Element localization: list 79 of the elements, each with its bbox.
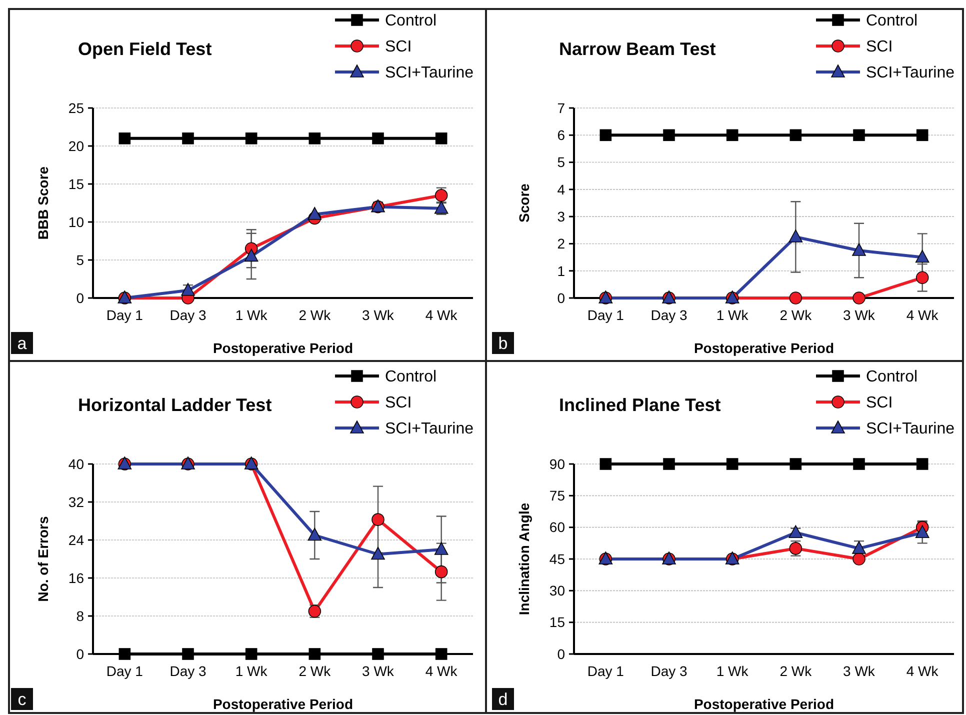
- y-tick-label: 8: [76, 608, 84, 624]
- chart-title: Horizontal Ladder Test: [78, 395, 272, 415]
- x-tick-label: 4 Wk: [906, 307, 940, 323]
- x-tick-label: Day 3: [650, 663, 688, 679]
- y-tick-label: 30: [549, 582, 566, 599]
- chart-title: Open Field Test: [78, 39, 212, 59]
- y-tick-label: 3: [557, 208, 566, 224]
- x-tick-label: 3 Wk: [843, 663, 876, 679]
- chart-title: Narrow Beam Test: [559, 39, 716, 59]
- x-tick-label: Day 3: [650, 307, 688, 323]
- legend-label: SCI: [866, 38, 893, 56]
- y-axis-title: BBB Score: [35, 166, 51, 240]
- x-tick-label: 1 Wk: [716, 307, 750, 323]
- y-tick-label: 24: [68, 532, 84, 548]
- x-tick-label: 2 Wk: [780, 663, 813, 679]
- x-tick-label: 4 Wk: [425, 307, 458, 323]
- x-tick-label: 1 Wk: [235, 663, 268, 679]
- x-tick-label: 2 Wk: [780, 307, 813, 323]
- legend-label: SCI: [385, 394, 412, 412]
- y-tick-label: 40: [68, 456, 84, 472]
- chart-title: Inclined Plane Test: [559, 395, 721, 415]
- legend-label: SCI: [866, 394, 893, 412]
- legend-label: SCI+Taurine: [866, 64, 955, 82]
- x-tick-label: 1 Wk: [235, 307, 268, 323]
- y-tick-label: 10: [68, 214, 84, 230]
- x-axis-title: Postoperative Period: [212, 696, 354, 712]
- y-tick-label: 25: [68, 100, 84, 116]
- x-axis-title: Postoperative Period: [694, 696, 834, 712]
- x-tick-label: Day 1: [587, 663, 624, 679]
- x-tick-label: Day 1: [587, 307, 624, 323]
- x-axis-title: Postoperative Period: [212, 340, 354, 356]
- y-tick-label: 4: [557, 181, 566, 198]
- x-tick-label: 1 Wk: [716, 663, 750, 679]
- legend-label: Control: [866, 368, 918, 386]
- legend-label: Control: [385, 368, 437, 386]
- y-axis-title: Inclination Angle: [516, 502, 532, 616]
- y-tick-label: 7: [557, 100, 566, 116]
- text: c: [18, 690, 27, 709]
- y-axis-title: No. of Errors: [35, 516, 51, 602]
- y-tick-label: 15: [68, 176, 84, 192]
- y-tick-label: 15: [549, 614, 566, 630]
- y-tick-label: 6: [557, 127, 566, 144]
- y-tick-label: 5: [76, 252, 84, 268]
- y-tick-label: 16: [68, 570, 84, 586]
- y-tick-label: 0: [76, 646, 84, 662]
- x-tick-label: 4 Wk: [906, 663, 940, 679]
- x-tick-label: 4 Wk: [425, 663, 458, 679]
- y-tick-label: 1: [557, 262, 566, 279]
- legend-label: Control: [866, 12, 918, 30]
- y-tick-label: 20: [68, 138, 84, 154]
- x-tick-label: 2 Wk: [298, 663, 332, 679]
- y-tick-label: 0: [557, 646, 566, 662]
- text: b: [498, 334, 508, 353]
- y-tick-label: 60: [549, 519, 566, 536]
- legend-label: Control: [385, 12, 437, 30]
- x-tick-label: Day 1: [106, 663, 144, 679]
- x-tick-label: Day 3: [170, 307, 206, 323]
- y-tick-label: 2: [557, 236, 566, 252]
- legend-label: SCI+Taurine: [866, 420, 955, 438]
- x-tick-label: Day 3: [170, 663, 206, 679]
- y-tick-label: 90: [549, 456, 566, 472]
- x-tick-label: 2 Wk: [298, 307, 332, 323]
- text: d: [498, 690, 508, 709]
- x-axis-title: Postoperative Period: [694, 340, 834, 356]
- y-axis-title: Score: [516, 183, 532, 222]
- y-tick-label: 75: [549, 488, 566, 504]
- text: a: [17, 334, 28, 353]
- y-tick-label: 5: [557, 154, 566, 170]
- x-tick-label: 3 Wk: [843, 307, 876, 323]
- x-tick-label: 3 Wk: [362, 663, 395, 679]
- legend-label: SCI+Taurine: [385, 420, 474, 438]
- x-tick-label: 3 Wk: [362, 307, 395, 323]
- y-tick-label: 0: [76, 290, 84, 306]
- x-tick-label: Day 1: [106, 307, 144, 323]
- y-tick-label: 0: [557, 290, 566, 306]
- legend-label: SCI: [385, 38, 412, 56]
- legend-label: SCI+Taurine: [385, 64, 474, 82]
- y-tick-label: 32: [68, 494, 84, 510]
- y-tick-label: 45: [549, 550, 566, 567]
